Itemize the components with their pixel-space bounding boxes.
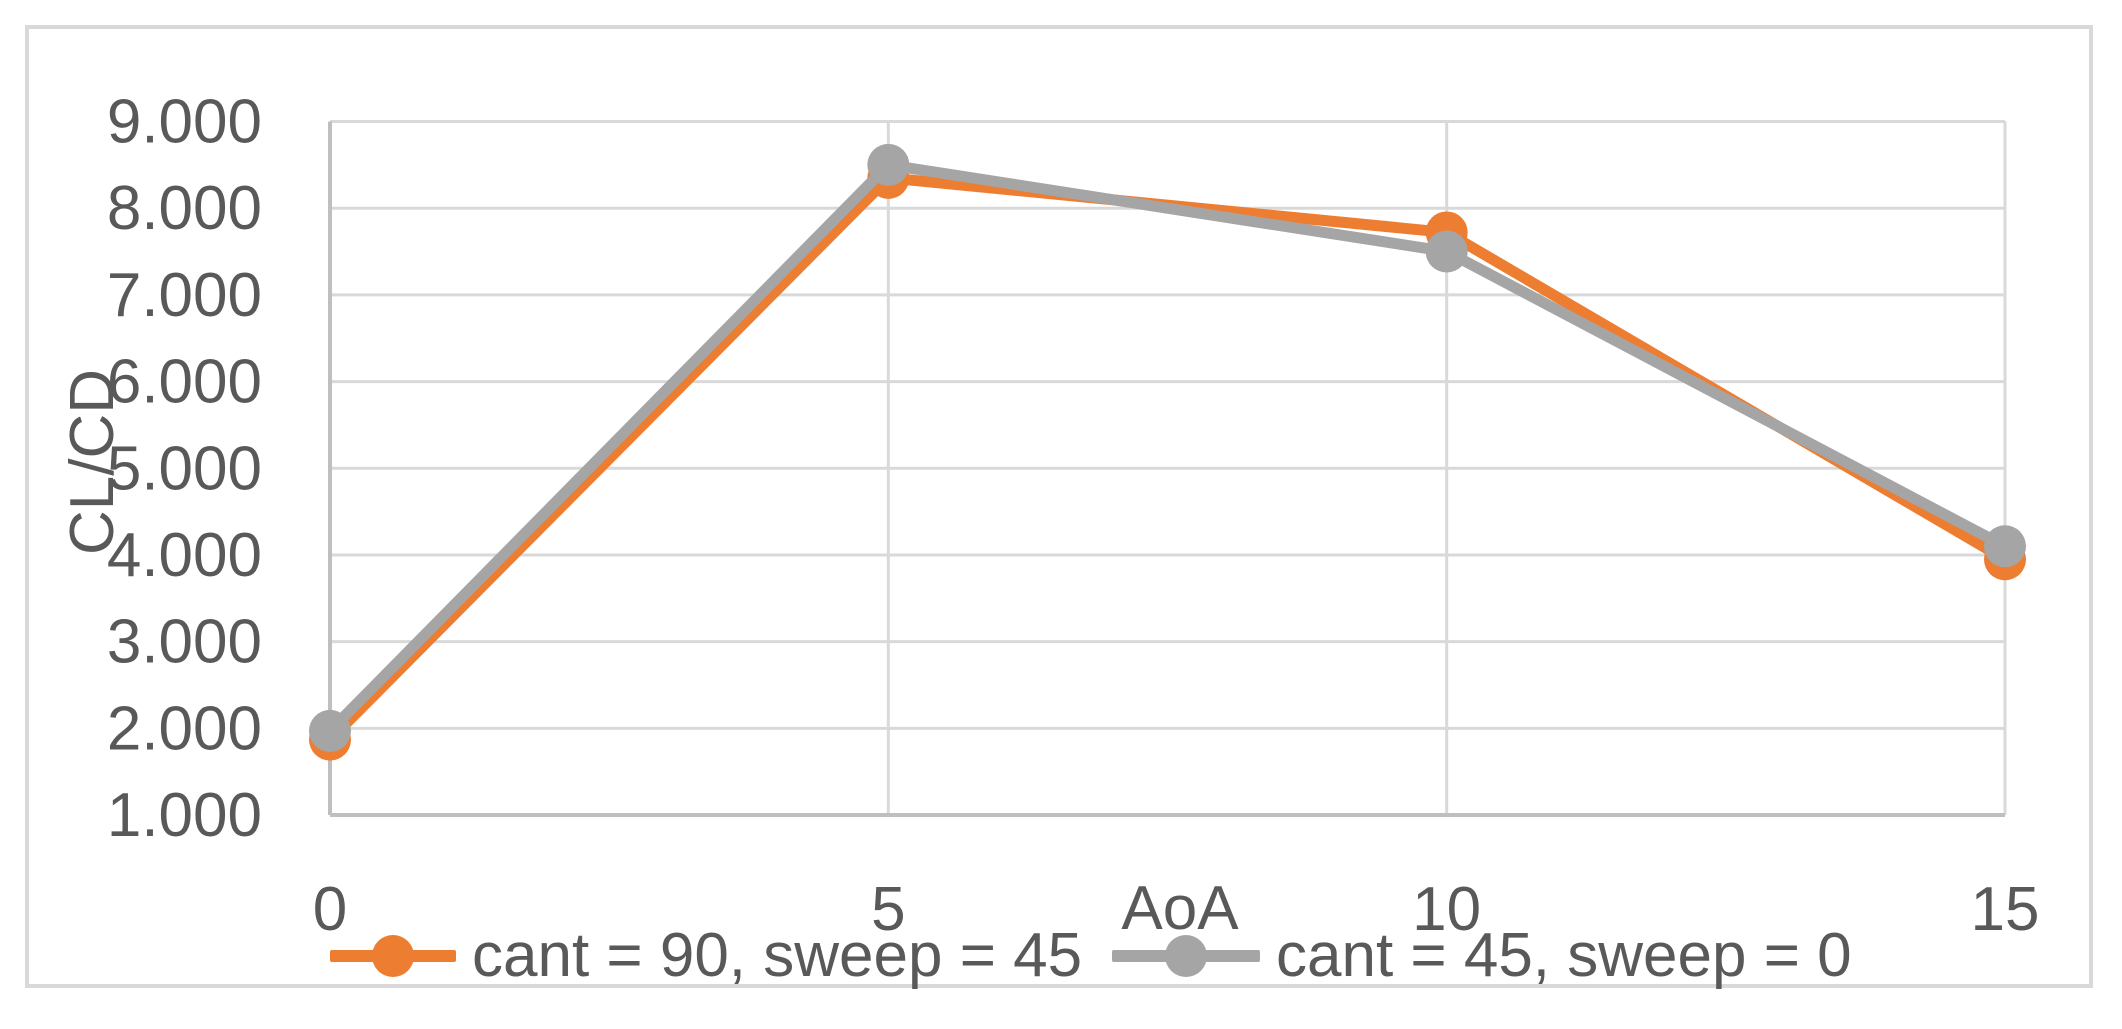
y-tick-label: 7.000 <box>107 261 262 330</box>
series-2-point-x0 <box>309 709 351 752</box>
y-tick-label: 6.000 <box>107 348 262 417</box>
series-2-point-x5 <box>867 143 910 186</box>
x-tick-label: 15 <box>1971 875 2040 944</box>
series2-legend-marker-icon <box>1112 934 1260 978</box>
y-tick-label: 3.000 <box>107 608 262 677</box>
series1-legend-marker-icon <box>330 934 456 978</box>
y-tick-label: 8.000 <box>107 174 262 243</box>
chart-frame <box>25 25 2093 988</box>
x-tick-label: 0 <box>313 875 347 944</box>
series1-legend-label: cant = 90, sweep = 45 <box>472 921 1083 991</box>
x-axis-title: AoA <box>1121 874 1239 943</box>
y-tick-label: 5.000 <box>107 434 262 503</box>
legend-item-series-2: cant = 45, sweep = 0 <box>1112 920 1852 992</box>
x-tick-label: 5 <box>871 875 905 944</box>
y-tick-label: 4.000 <box>107 521 262 590</box>
legend-item-series-1: cant = 90, sweep = 45 <box>330 920 1082 992</box>
y-tick-label: 2.000 <box>107 694 262 763</box>
series-line-2 <box>326 158 2008 735</box>
series-2-point-x10 <box>1425 230 1468 273</box>
y-tick-label: 1.000 <box>107 781 262 850</box>
y-tick-label: 9.000 <box>107 88 262 157</box>
series2-legend-label: cant = 45, sweep = 0 <box>1276 921 1852 991</box>
x-tick-label: 10 <box>1412 875 1481 944</box>
y-axis-title: CL/CD <box>58 368 127 556</box>
series-line-1 <box>326 172 2008 744</box>
series-2-point-x15 <box>1984 525 2026 568</box>
